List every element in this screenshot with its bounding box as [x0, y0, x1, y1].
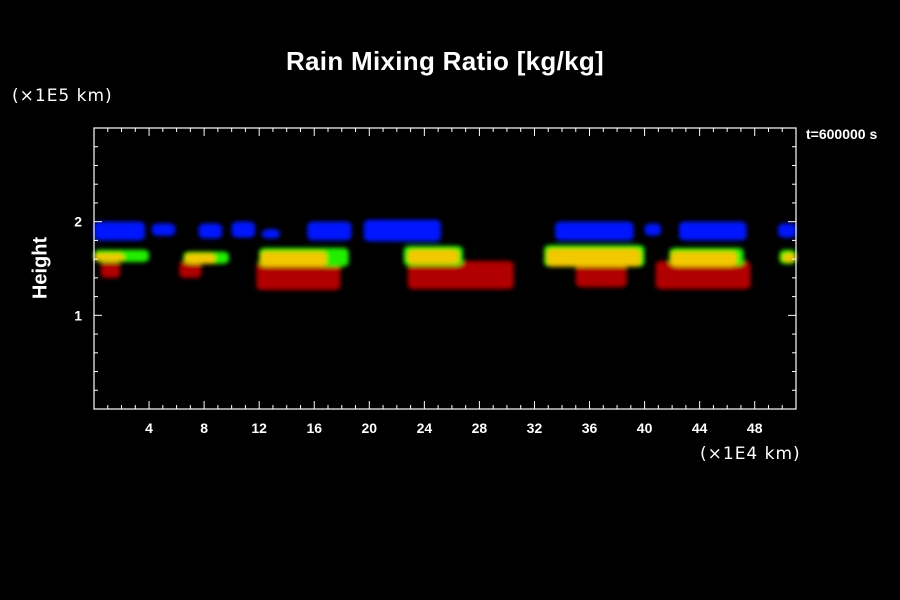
- region-yellow-5: [670, 251, 737, 267]
- region-red-4: [575, 261, 627, 288]
- region-blue-3: [231, 221, 256, 238]
- region-yellow-3: [407, 249, 459, 264]
- region-blue-1: [151, 223, 176, 236]
- region-red-3: [407, 261, 514, 290]
- chart-title: Rain Mixing Ratio [kg/kg]: [285, 46, 605, 76]
- region-yellow-4: [546, 248, 641, 267]
- y-tick-label: 2: [74, 214, 82, 230]
- region-blue-4: [261, 229, 280, 239]
- data-regions: [94, 219, 796, 291]
- x-tick-label: 4: [145, 420, 153, 436]
- region-blue-0: [94, 221, 145, 241]
- region-yellow-2: [260, 251, 327, 267]
- x-tick-label: 16: [306, 420, 322, 436]
- time-label: t=600000 s: [806, 126, 878, 142]
- x-tick-label: 24: [417, 420, 433, 436]
- y-tick-label: 1: [74, 307, 82, 323]
- region-red-5: [655, 261, 751, 290]
- region-yellow-1: [184, 253, 216, 264]
- x-tick-label: 20: [362, 420, 378, 436]
- region-blue-9: [679, 221, 747, 241]
- x-tick-label: 44: [692, 420, 708, 436]
- region-yellow-6: [782, 253, 796, 262]
- region-blue-6: [363, 219, 441, 242]
- x-tick-label: 48: [747, 420, 763, 436]
- region-blue-2: [198, 223, 223, 239]
- region-blue-7: [555, 221, 634, 241]
- x-axis-unit-label: (×1E4 km): [700, 444, 801, 464]
- region-blue-10: [778, 223, 796, 238]
- x-tick-label: 32: [527, 420, 543, 436]
- x-tick-label: 36: [582, 420, 598, 436]
- x-tick-label: 40: [637, 420, 653, 436]
- plot-frame: [93, 127, 797, 410]
- region-red-0: [100, 261, 121, 278]
- x-tick-label: 8: [200, 420, 208, 436]
- x-tick-label: 12: [251, 420, 267, 436]
- region-blue-5: [307, 221, 352, 241]
- region-blue-8: [644, 223, 662, 236]
- region-red-1: [179, 261, 202, 278]
- region-red-2: [256, 261, 341, 291]
- y-axis-unit-label: (×1E5 km): [12, 86, 113, 106]
- region-yellow-0: [94, 253, 125, 262]
- x-tick-label: 28: [472, 420, 488, 436]
